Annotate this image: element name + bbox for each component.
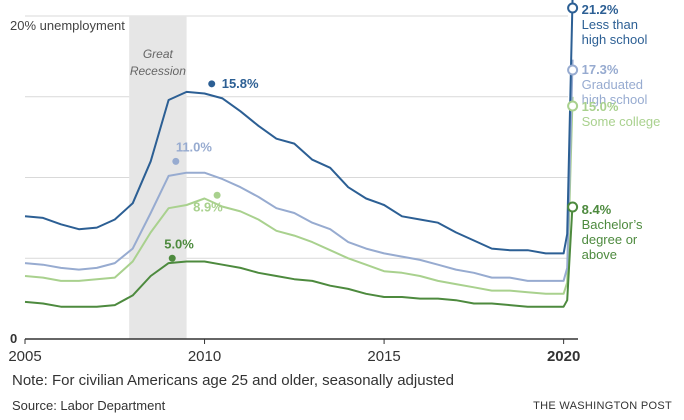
x-tick-label-2015: 2015 (367, 348, 400, 365)
series-line-2 (24, 96, 574, 295)
series-name-3-line1: degree or (582, 232, 638, 247)
series-line-0 (24, 0, 574, 255)
peak-marker-0 (208, 80, 216, 88)
x-tick-label-2010: 2010 (188, 348, 221, 365)
peak-label-0: 15.8% (222, 76, 259, 91)
peak-label-2: 8.9% (193, 199, 223, 214)
peak-marker-2 (213, 191, 221, 199)
series-line-3 (24, 203, 574, 308)
chart-source: Source: Labor Department (12, 398, 166, 413)
end-marker-3 (567, 201, 579, 213)
end-marker-2 (567, 100, 579, 112)
recession-label-line1: Great (143, 47, 174, 61)
x-tick-label-2005: 2005 (8, 348, 41, 365)
end-value-0: 21.2% (582, 2, 619, 17)
peak-marker-1 (172, 157, 180, 165)
series-name-2-line0: Some college (582, 114, 661, 129)
end-value-1: 17.3% (582, 62, 619, 77)
recession-band: Great Recession (129, 16, 187, 339)
axes: 20% unemployment 0 2005 2010 2015 2020 (8, 18, 580, 365)
series-lines (24, 0, 574, 308)
publisher-credit: THE WASHINGTON POST (533, 400, 672, 412)
gridlines (25, 15, 568, 259)
end-marker-0 (567, 2, 579, 14)
x-tick-label-2020: 2020 (547, 348, 580, 365)
series-name-3-line2: above (582, 247, 617, 262)
y-tick-zero: 0 (10, 331, 17, 346)
series-line-1 (24, 59, 574, 282)
peak-label-1: 11.0% (176, 139, 213, 154)
end-marker-1 (567, 64, 579, 76)
peak-marker-3 (168, 254, 176, 262)
end-value-3: 8.4% (582, 202, 612, 217)
series-name-1-line1: high school (582, 92, 648, 107)
end-value-2: 15.0% (582, 99, 619, 114)
recession-shading (129, 16, 187, 339)
recession-label-line2: Recession (130, 64, 186, 78)
chart-note: Note: For civilian Americans age 25 and … (12, 372, 454, 389)
series-name-0-line0: Less than (582, 17, 638, 32)
series-name-0-line1: high school (582, 32, 648, 47)
y-axis-label: 20% unemployment (10, 18, 125, 33)
series-name-1-line0: Graduated (582, 77, 643, 92)
peak-label-3: 5.0% (164, 236, 194, 251)
unemployment-chart: Great Recession 20% unemployment 0 2005 2010… (8, 0, 660, 365)
series-name-3-line0: Bachelor’s (582, 217, 643, 232)
